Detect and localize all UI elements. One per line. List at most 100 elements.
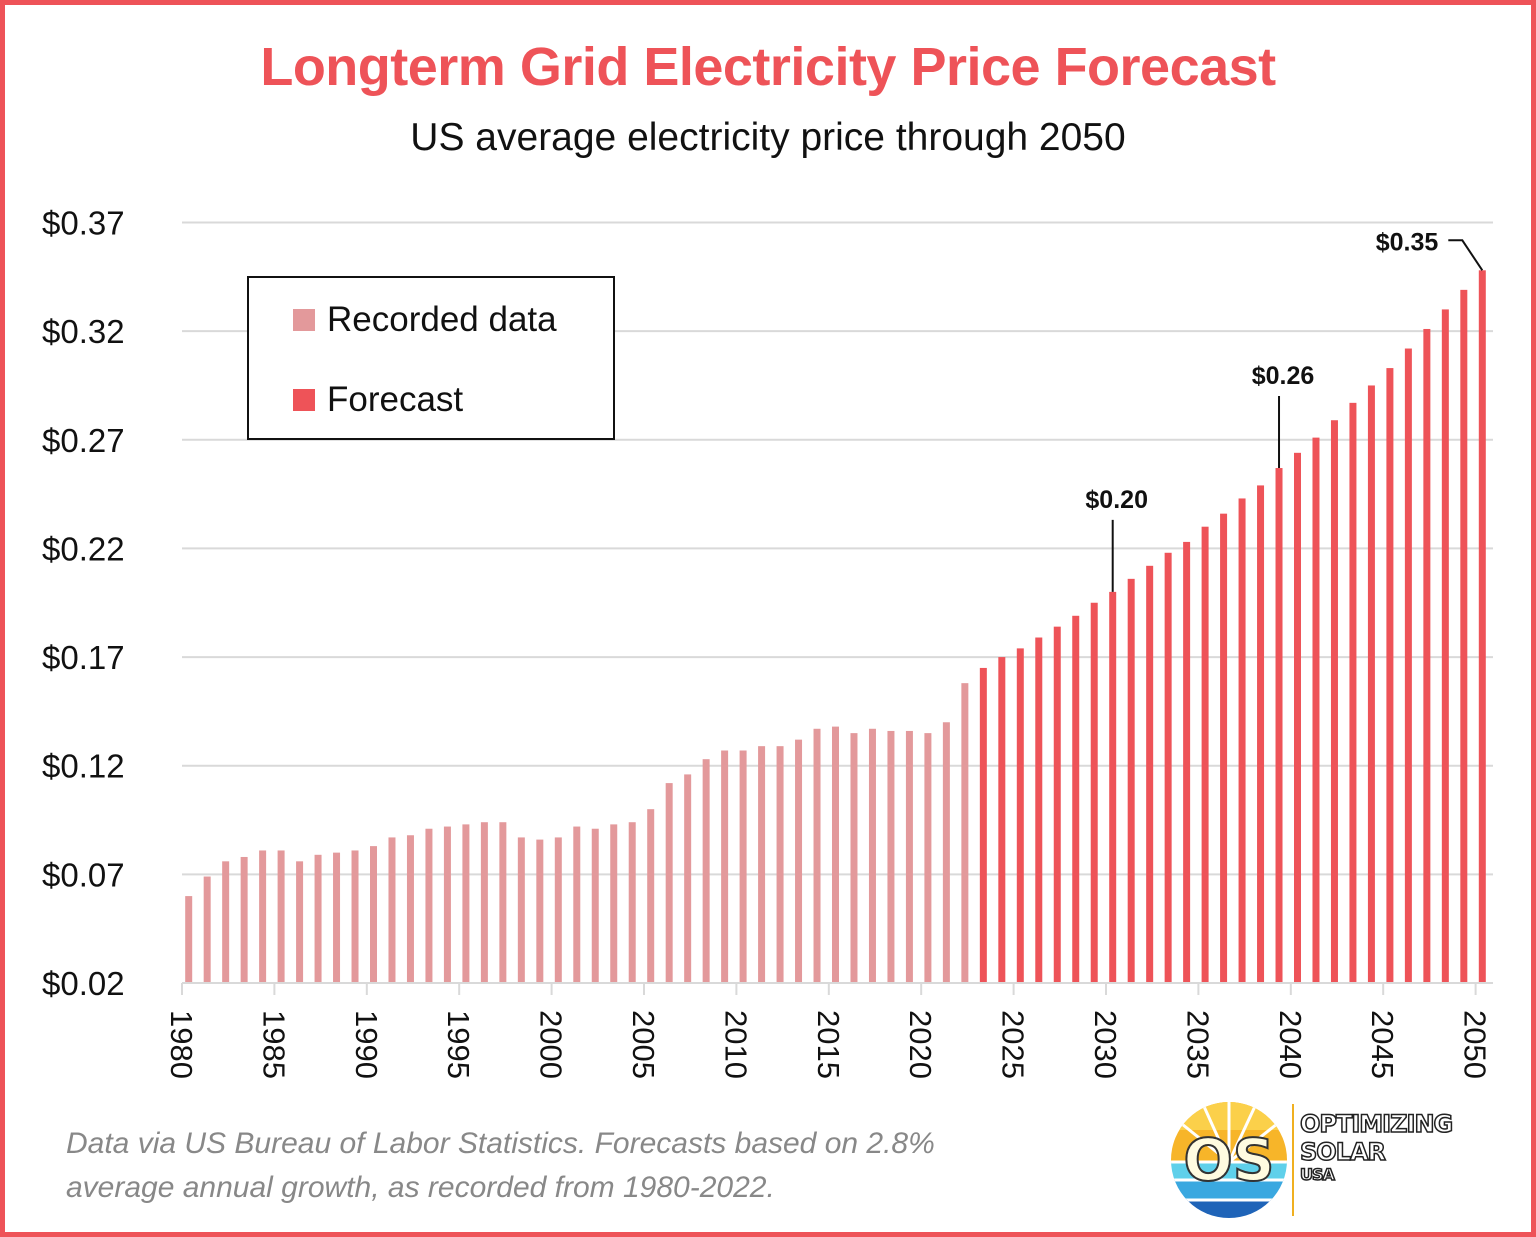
bar-forecast: [1423, 328, 1431, 984]
bar-recorded: [480, 822, 488, 983]
bar-forecast: [1386, 368, 1394, 983]
x-tick-label: 2020: [903, 1010, 938, 1079]
bar-recorded: [370, 846, 377, 983]
bar-recorded: [240, 856, 248, 983]
logo-line-3: USA: [1299, 1165, 1335, 1185]
legend-swatch-forecast: [293, 389, 315, 411]
legend-item-forecast: Forecast: [293, 380, 463, 420]
bar-forecast: [1294, 452, 1301, 983]
bar-recorded: [388, 837, 396, 983]
x-tick-label: 2050: [1458, 1010, 1493, 1079]
bar-forecast: [1220, 513, 1228, 983]
chart-subtitle: US average electricity price through 205…: [410, 116, 1126, 159]
y-tick-label: $0.32: [42, 313, 125, 350]
chart-title: Longterm Grid Electricity Price Forecast: [260, 37, 1276, 97]
bar-forecast: [1016, 648, 1024, 983]
legend-swatch-recorded: [293, 309, 315, 331]
bar-forecast: [1109, 591, 1117, 983]
bar-forecast: [1164, 552, 1172, 983]
x-tick-label: 2000: [534, 1010, 569, 1079]
x-tick-label: 2015: [811, 1010, 846, 1079]
bar-recorded: [406, 835, 414, 983]
bar-recorded: [850, 733, 858, 983]
bar-recorded: [591, 828, 599, 983]
legend-item-recorded: Recorded data: [293, 300, 557, 340]
annotation-label: $0.26: [1252, 362, 1315, 390]
logo-line-2: SOLAR: [1299, 1137, 1387, 1167]
x-tick-label: 2035: [1180, 1010, 1215, 1079]
bar-recorded: [425, 828, 433, 983]
y-tick-label: $0.17: [42, 639, 125, 676]
bar-recorded: [961, 683, 969, 983]
x-tick-label: 2005: [626, 1010, 661, 1079]
bar-recorded: [924, 733, 932, 983]
x-tick-label: 1995: [441, 1010, 476, 1079]
bar-forecast: [1460, 289, 1468, 983]
bar-forecast: [1053, 626, 1061, 983]
bar-recorded: [905, 730, 913, 983]
bar-recorded: [536, 839, 544, 983]
bar-recorded: [259, 850, 267, 983]
bar-forecast: [1146, 565, 1154, 983]
bar-forecast: [1238, 498, 1246, 983]
bar-recorded: [462, 824, 470, 983]
logo-wordmark: OPTIMIZING SOLAR USA: [1299, 1109, 1454, 1185]
x-tick-label: 2030: [1088, 1010, 1123, 1079]
gridlines: [182, 221, 1493, 876]
bar-recorded: [832, 726, 839, 983]
y-axis-labels: $0.02 $0.07 $0.12 $0.17 $0.22 $0.27 $0.32 $0.37: [42, 205, 125, 1003]
bar-forecast: [1404, 348, 1412, 983]
x-tick-label: 2010: [718, 1010, 753, 1079]
bar-recorded: [610, 824, 618, 983]
bar-recorded: [517, 837, 525, 983]
footnote: Data via US Bureau of Labor Statistics. …: [66, 1122, 1066, 1210]
y-tick-label: $0.37: [42, 205, 125, 242]
bar-recorded: [277, 850, 285, 983]
bar-forecast: [1349, 402, 1357, 983]
legend-label-forecast: Forecast: [327, 380, 464, 419]
bar-forecast: [1367, 385, 1375, 983]
bar-recorded: [185, 896, 193, 983]
bar-recorded: [868, 728, 876, 983]
bar-recorded: [813, 728, 821, 983]
annotations: $0.20 $0.26 $0.35: [1085, 228, 1484, 592]
bar-recorded: [776, 746, 784, 983]
bar-recorded: [702, 759, 710, 983]
y-tick-label: $0.12: [42, 748, 125, 785]
x-tick-label: 1985: [256, 1010, 291, 1079]
bar-forecast: [1201, 526, 1209, 983]
bar-recorded: [758, 746, 766, 983]
bar-forecast: [979, 667, 987, 983]
bar-recorded: [739, 750, 747, 983]
bar-recorded: [443, 826, 451, 983]
bar-recorded: [887, 730, 895, 983]
y-tick-label: $0.22: [42, 530, 125, 567]
bar-forecast: [1257, 485, 1265, 983]
x-tick-label: 2040: [1273, 1010, 1308, 1079]
bar-forecast: [1275, 468, 1283, 984]
bar-forecast: [1035, 637, 1043, 983]
x-tick-label: 1990: [349, 1010, 384, 1079]
bar-forecast: [1183, 541, 1191, 983]
bar-recorded: [573, 826, 581, 983]
bar-recorded: [554, 837, 562, 983]
bar-recorded: [665, 783, 673, 983]
logo-line-1: OPTIMIZING: [1299, 1109, 1454, 1139]
bar-recorded: [499, 822, 507, 983]
bar-forecast: [1090, 602, 1098, 983]
bar-recorded: [296, 861, 304, 983]
bar-forecast: [1072, 615, 1080, 983]
y-tick-label: $0.27: [42, 422, 125, 459]
footnote-line-1: Data via US Bureau of Labor Statistics. …: [66, 1127, 935, 1160]
x-tick-label: 2025: [996, 1010, 1031, 1079]
bar-forecast: [1441, 309, 1449, 983]
sun-logo-icon: OS: [1171, 1102, 1287, 1218]
bar-recorded: [684, 774, 692, 983]
y-tick-label: $0.02: [42, 965, 125, 1002]
bar-recorded: [351, 850, 359, 983]
annotation-label: $0.35: [1376, 228, 1439, 256]
bar-recorded: [942, 722, 950, 983]
annotation-leader-line: [1448, 239, 1484, 271]
bar-forecast: [998, 657, 1006, 983]
